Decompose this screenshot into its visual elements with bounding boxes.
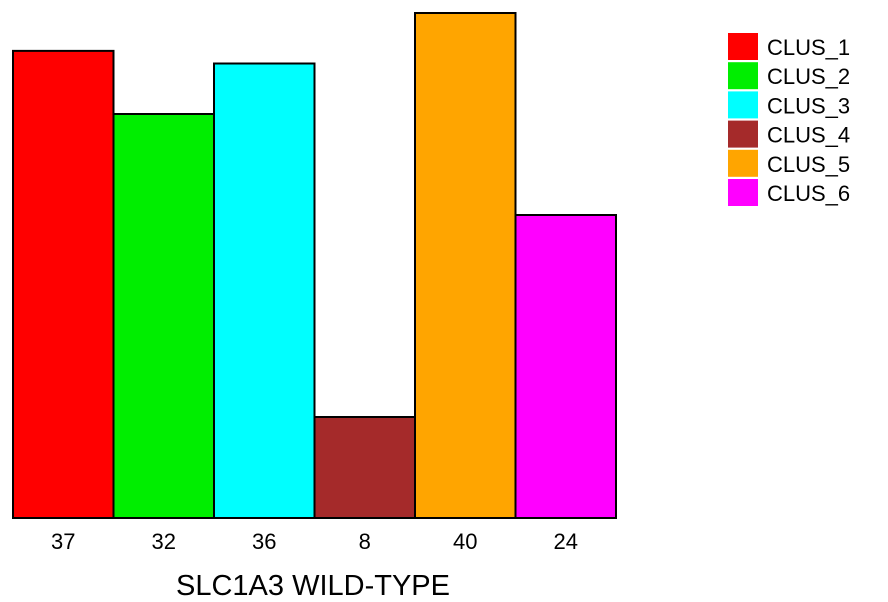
legend-label: CLUS_1	[767, 35, 850, 60]
legend-swatch	[728, 149, 758, 177]
legend-swatch	[728, 120, 758, 148]
legend-swatch	[728, 33, 758, 60]
x-tick-label: 37	[51, 529, 75, 554]
x-axis-title: SLC1A3 WILD-TYPE	[176, 570, 450, 602]
legend: CLUS_1 CLUS_2 CLUS_3 CLUS_4 CLUS_5 CLUS_6	[728, 33, 850, 206]
x-tick-label: 40	[453, 529, 477, 554]
bars-group	[12, 12, 617, 519]
bar-clus-6	[514, 214, 617, 519]
bar-clus-2	[112, 113, 215, 519]
x-tick-labels: 37 32 36 8 40 24	[51, 529, 578, 554]
legend-label: CLUS_5	[767, 152, 850, 177]
bar-clus-1	[12, 49, 115, 519]
legend-label: CLUS_4	[767, 123, 850, 148]
x-tick-label: 32	[152, 529, 176, 554]
x-tick-label: 36	[252, 529, 276, 554]
legend-swatch	[728, 62, 758, 90]
legend-label: CLUS_2	[767, 64, 850, 89]
legend-swatch	[728, 91, 758, 119]
x-tick-label: 24	[554, 529, 578, 554]
bar-clus-5	[414, 12, 517, 519]
x-tick-label: 8	[359, 529, 371, 554]
bar-clus-3	[213, 62, 316, 519]
legend-swatch	[728, 179, 758, 206]
bar-clus-4	[313, 416, 416, 519]
legend-label: CLUS_6	[767, 181, 850, 206]
legend-label: CLUS_3	[767, 93, 850, 118]
